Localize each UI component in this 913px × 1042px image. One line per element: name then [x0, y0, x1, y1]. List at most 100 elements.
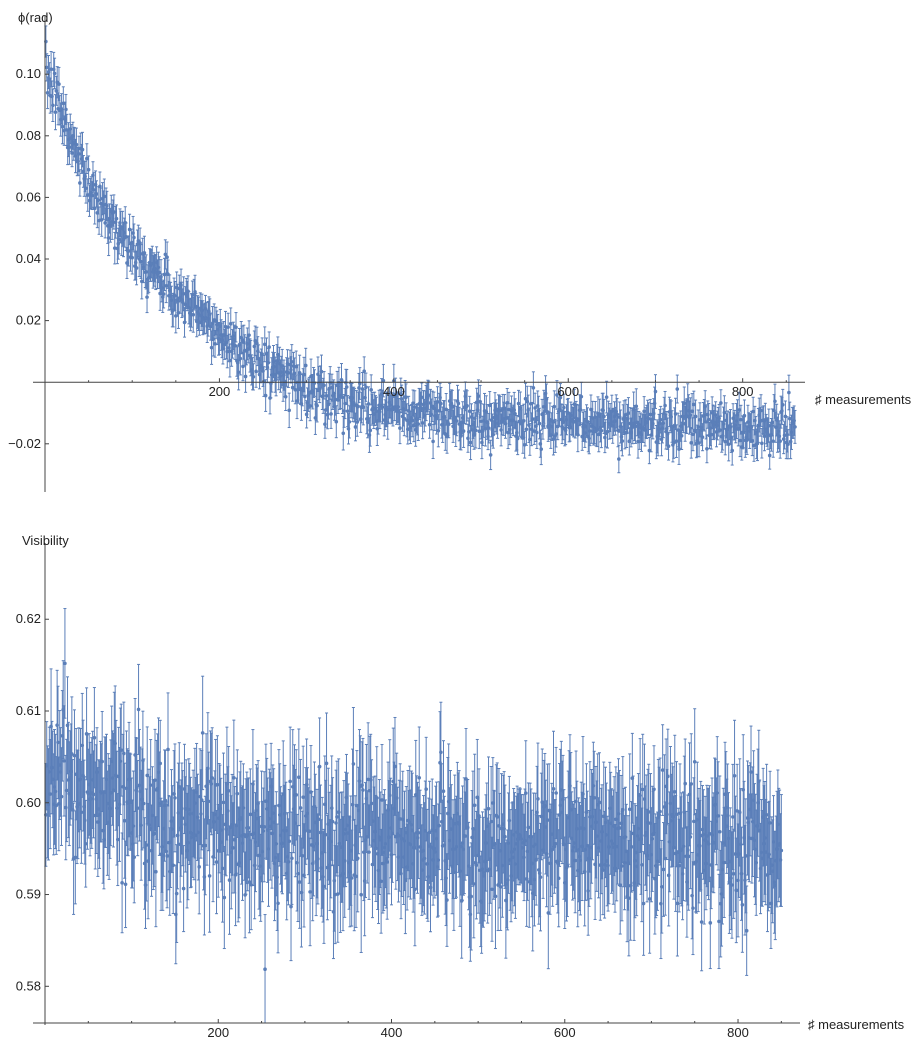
data-point — [85, 143, 89, 174]
point-marker — [344, 385, 349, 389]
y-tick-label: 0.02 — [16, 313, 41, 328]
data-point — [617, 444, 621, 474]
data-point — [52, 57, 57, 90]
point-marker — [516, 401, 521, 406]
point-marker — [251, 375, 256, 379]
data-point — [431, 423, 435, 460]
point-marker — [112, 210, 116, 214]
point-marker — [663, 403, 667, 408]
x-tick-label: 800 — [732, 384, 754, 399]
data-point — [126, 235, 131, 267]
point-marker — [45, 90, 50, 95]
data-point — [451, 409, 455, 443]
point-marker — [700, 435, 705, 439]
point-marker — [602, 414, 606, 419]
data-point — [524, 412, 529, 446]
data-point — [368, 414, 373, 447]
point-marker — [604, 395, 609, 399]
point-marker — [505, 400, 510, 405]
point-marker — [368, 428, 373, 433]
point-marker — [366, 402, 371, 406]
data-point — [693, 399, 698, 434]
point-marker — [636, 439, 640, 444]
point-marker — [412, 405, 417, 409]
point-marker — [336, 398, 340, 402]
visibility-series — [44, 608, 784, 1024]
point-marker — [191, 312, 196, 317]
point-marker — [646, 416, 651, 421]
x-tick-label: 400 — [383, 384, 405, 399]
point-marker — [181, 292, 186, 296]
point-marker — [105, 204, 109, 208]
point-marker — [416, 422, 421, 426]
data-point — [632, 404, 637, 442]
point-marker — [234, 325, 238, 330]
data-point — [266, 347, 271, 378]
data-point — [174, 298, 178, 334]
data-point — [666, 431, 671, 461]
point-marker — [67, 145, 72, 149]
phase-x-label: ♯ measurements — [815, 392, 912, 407]
point-marker — [465, 404, 469, 408]
point-marker — [77, 152, 81, 156]
point-marker — [605, 429, 610, 434]
point-marker — [86, 167, 91, 172]
data-point — [74, 127, 79, 162]
point-marker — [226, 325, 230, 329]
data-point — [381, 363, 386, 398]
point-marker — [399, 397, 404, 401]
data-point — [541, 411, 545, 440]
point-marker — [682, 401, 687, 406]
point-marker — [211, 337, 216, 341]
data-point — [238, 341, 243, 376]
point-marker — [467, 409, 472, 414]
point-marker — [60, 124, 65, 129]
point-marker — [558, 395, 563, 400]
point-marker — [767, 453, 772, 458]
point-marker — [679, 434, 684, 438]
point-marker — [124, 234, 128, 239]
point-marker — [380, 405, 385, 409]
point-marker — [478, 399, 482, 404]
data-point — [334, 405, 339, 439]
point-marker — [51, 103, 55, 108]
data-point — [236, 354, 241, 391]
point-marker — [485, 420, 489, 424]
point-marker — [620, 439, 625, 443]
data-point — [165, 241, 169, 273]
point-marker — [443, 432, 448, 436]
data-point — [141, 251, 146, 284]
data-point — [145, 281, 149, 314]
data-point — [603, 421, 607, 454]
data-point — [663, 390, 667, 421]
data-point — [78, 169, 82, 197]
point-marker — [541, 423, 545, 428]
point-marker — [369, 388, 373, 392]
data-point — [633, 408, 638, 444]
data-point — [380, 389, 385, 425]
data-point — [539, 433, 544, 466]
point-marker — [267, 345, 271, 349]
point-marker — [616, 428, 620, 433]
point-marker — [688, 413, 693, 417]
data-point — [558, 383, 563, 412]
point-marker — [531, 385, 536, 390]
data-point — [515, 421, 520, 456]
data-point — [487, 391, 492, 420]
point-marker — [315, 403, 319, 408]
point-marker — [70, 151, 74, 155]
data-point — [427, 410, 432, 439]
data-point — [467, 395, 472, 427]
point-marker — [96, 198, 100, 203]
point-marker — [78, 181, 82, 185]
point-marker — [94, 192, 99, 196]
point-marker — [243, 374, 248, 379]
data-point — [263, 379, 268, 412]
point-marker — [365, 420, 370, 425]
point-marker — [398, 426, 402, 430]
data-point — [690, 393, 694, 430]
point-marker — [537, 421, 542, 426]
point-marker — [294, 364, 298, 369]
data-point — [402, 400, 407, 437]
